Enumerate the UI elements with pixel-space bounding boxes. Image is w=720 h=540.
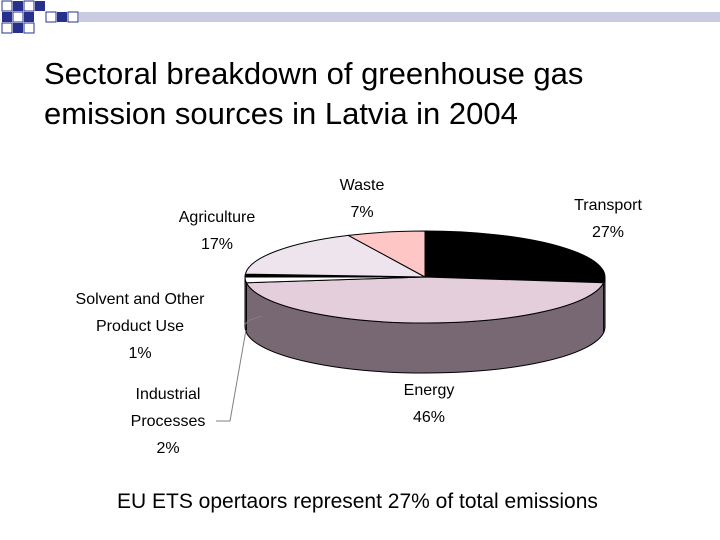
slice-energy [245, 276, 605, 324]
slice-waste [346, 230, 426, 278]
label-solvent-name-1: Solvent and Other [75, 291, 205, 308]
page-title: Sectoral breakdown of greenhouse gas emi… [44, 54, 684, 134]
label-energy-name: Energy [403, 382, 455, 399]
label-industrial-name-1: Industrial [135, 386, 201, 403]
slice-agriculture [244, 234, 426, 278]
label-solvent-value: 1% [128, 345, 152, 362]
leader-line-solvent [243, 315, 263, 326]
label-industrial-name-2: Processes [130, 413, 206, 430]
label-agriculture-name: Agriculture [178, 209, 256, 226]
label-transport-value: 27% [591, 224, 625, 241]
title-line-2: emission sources in Latvia in 2004 [44, 96, 518, 131]
label-waste-name: Waste [339, 177, 385, 194]
label-waste-value: 7% [350, 204, 374, 221]
label-agriculture-value: 17% [200, 236, 234, 253]
label-energy: Energy 46% [383, 377, 475, 431]
label-solvent: Solvent and Other Product Use 1% [48, 286, 232, 367]
title-decoration [1, 0, 720, 34]
label-transport: Transport 27% [552, 192, 664, 246]
label-industrial-value: 2% [156, 440, 180, 457]
leader-line-industrial [216, 329, 247, 422]
slice-transport [424, 230, 606, 284]
label-industrial: Industrial Processes 2% [105, 381, 231, 462]
label-waste: Waste 7% [317, 172, 407, 226]
label-transport-name: Transport [574, 197, 642, 214]
label-agriculture: Agriculture 17% [155, 204, 279, 258]
title-line-1: Sectoral breakdown of greenhouse gas [44, 56, 584, 91]
footer-note: EU ETS opertaors represent 27% of total … [117, 490, 598, 513]
label-solvent-name-2: Product Use [95, 318, 185, 335]
label-energy-value: 46% [412, 409, 446, 426]
